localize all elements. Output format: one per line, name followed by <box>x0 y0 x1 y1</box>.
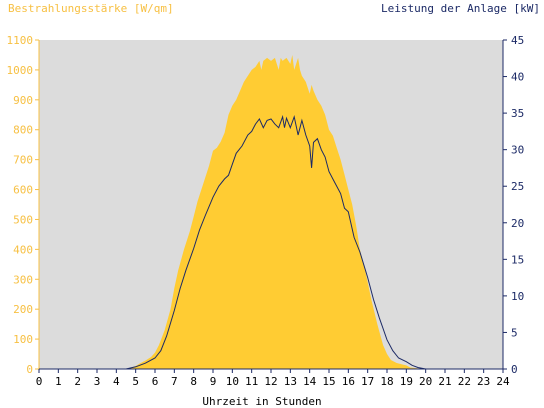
x-tick-label: 0 <box>36 375 43 388</box>
left-tick-label: 1000 <box>7 64 34 77</box>
x-tick-label: 15 <box>322 375 335 388</box>
left-tick-label: 1100 <box>7 34 34 47</box>
right-tick-label: 45 <box>511 34 524 47</box>
x-tick-label: 9 <box>210 375 217 388</box>
left-tick-label: 300 <box>13 273 33 286</box>
x-tick-label: 13 <box>284 375 297 388</box>
x-tick-label: 24 <box>496 375 510 388</box>
x-tick-label: 12 <box>264 375 277 388</box>
power-line <box>39 114 503 370</box>
x-tick-label: 8 <box>190 375 197 388</box>
x-tick-label: 14 <box>303 375 317 388</box>
irradiance-area <box>39 55 503 369</box>
right-tick-label: 35 <box>511 107 524 120</box>
left-tick-label: 100 <box>13 333 33 346</box>
left-tick-label: 700 <box>13 154 33 167</box>
x-axis-title: Uhrzeit in Stunden <box>202 395 321 408</box>
x-tick-label: 11 <box>245 375 258 388</box>
x-tick-label: 10 <box>226 375 239 388</box>
right-tick-label: 0 <box>511 363 518 376</box>
left-axis-title: Bestrahlungsstärke [W/qm] <box>8 2 174 15</box>
right-tick-label: 10 <box>511 290 524 303</box>
x-tick-label: 21 <box>438 375 451 388</box>
x-tick-label: 7 <box>171 375 178 388</box>
left-tick-label: 400 <box>13 243 33 256</box>
x-tick-label: 5 <box>132 375 139 388</box>
right-axis-title: Leistung der Anlage [kW] <box>381 2 540 15</box>
x-tick-label: 6 <box>152 375 159 388</box>
right-tick-label: 25 <box>511 180 524 193</box>
x-tick-label: 17 <box>361 375 374 388</box>
left-tick-label: 500 <box>13 213 33 226</box>
x-tick-label: 2 <box>74 375 81 388</box>
x-tick-label: 19 <box>400 375 413 388</box>
x-tick-label: 3 <box>94 375 101 388</box>
left-tick-label: 600 <box>13 184 33 197</box>
x-tick-label: 23 <box>477 375 490 388</box>
x-tick-label: 4 <box>113 375 120 388</box>
right-tick-label: 15 <box>511 253 524 266</box>
left-tick-label: 0 <box>26 363 33 376</box>
x-tick-label: 18 <box>380 375 393 388</box>
right-tick-label: 5 <box>511 326 518 339</box>
left-tick-label: 900 <box>13 94 33 107</box>
x-tick-label: 22 <box>458 375 471 388</box>
left-tick-label: 800 <box>13 124 33 137</box>
x-tick-label: 20 <box>419 375 432 388</box>
x-tick-label: 16 <box>342 375 355 388</box>
right-tick-label: 30 <box>511 144 524 157</box>
x-tick-label: 1 <box>55 375 62 388</box>
right-tick-label: 40 <box>511 71 524 84</box>
right-tick-label: 20 <box>511 217 524 230</box>
left-tick-label: 200 <box>13 303 33 316</box>
